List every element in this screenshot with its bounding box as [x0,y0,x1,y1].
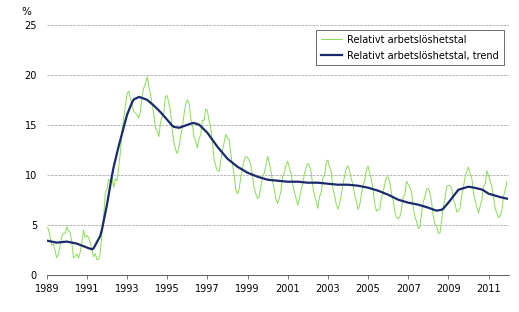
Relativt arbetslöshetstal [94,258,100,261]
Relativt arbetslöshetstal, trend [135,95,142,99]
Relativt arbetslöshetstal [217,159,224,163]
Text: %: % [21,7,31,17]
Relativt arbetslöshetstal, trend [321,182,327,185]
Relativt arbetslöshetstal, trend [366,186,373,190]
Relativt arbetslöshetstal [144,75,150,79]
Line: Relativt arbetslöshetstal: Relativt arbetslöshetstal [47,77,507,260]
Relativt arbetslöshetstal [281,170,288,174]
Relativt arbetslöshetstal, trend [89,247,95,251]
Legend: Relativt arbetslöshetstal, Relativt arbetslöshetstal, trend: Relativt arbetslöshetstal, Relativt arbe… [316,30,504,66]
Relativt arbetslöshetstal [321,174,327,178]
Relativt arbetslöshetstal, trend [504,197,510,201]
Line: Relativt arbetslöshetstal, trend: Relativt arbetslöshetstal, trend [47,97,507,249]
Relativt arbetslöshetstal [286,166,293,169]
Relativt arbetslöshetstal [44,225,50,229]
Relativt arbetslöshetstal, trend [217,149,224,153]
Relativt arbetslöshetstal [105,178,112,182]
Relativt arbetslöshetstal [504,179,510,183]
Relativt arbetslöshetstal, trend [105,193,112,197]
Relativt arbetslöshetstal [366,171,373,174]
Relativt arbetslöshetstal, trend [281,179,288,183]
Relativt arbetslöshetstal, trend [44,239,50,242]
Relativt arbetslöshetstal, trend [286,180,293,183]
